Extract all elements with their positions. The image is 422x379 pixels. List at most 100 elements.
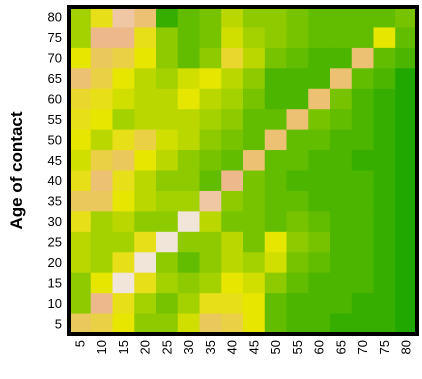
heatmap-cell	[156, 150, 179, 172]
heatmap-cell	[199, 313, 222, 335]
heatmap-cell	[177, 68, 201, 90]
heatmap-cell	[177, 170, 201, 192]
heatmap-cell	[286, 231, 309, 253]
y-axis-ticks: 5 10 15 20 25 30 35 40 45 50 55 60 65 70 75 80	[48, 10, 62, 332]
heatmap-cell	[134, 190, 157, 212]
heatmap-cell	[243, 231, 266, 253]
heatmap-cell	[286, 313, 309, 335]
y-tick-label: 5	[55, 316, 62, 331]
heatmap-cell	[308, 170, 331, 192]
heatmap-cell	[69, 170, 92, 192]
heatmap-cell	[177, 231, 201, 253]
heatmap-cell	[243, 47, 266, 69]
heatmap-cell	[134, 293, 157, 315]
heatmap-cell	[373, 170, 396, 192]
heatmap-cell	[221, 211, 244, 233]
heatmap-cell	[90, 272, 114, 294]
heatmap-cell	[330, 170, 353, 192]
heatmap-cell	[90, 7, 114, 29]
heatmap-cell	[177, 313, 201, 335]
y-tick-label: 60	[48, 91, 62, 106]
heatmap-cell	[395, 68, 418, 90]
heatmap-cell	[330, 150, 353, 172]
heatmap-cell	[373, 252, 396, 274]
heatmap-cell	[308, 68, 331, 90]
y-tick-label: 40	[48, 173, 62, 188]
heatmap-cell	[330, 252, 353, 274]
heatmap-cell	[308, 150, 331, 172]
heatmap-cell	[264, 88, 288, 110]
heatmap-cell	[177, 7, 201, 29]
heatmap-cell	[69, 68, 92, 90]
heatmap-cell	[112, 27, 135, 49]
heatmap-cell	[264, 27, 288, 49]
heatmap-cell	[395, 109, 418, 131]
heatmap-cell	[243, 150, 266, 172]
y-tick-label: 35	[48, 194, 62, 209]
y-tick-label: 75	[48, 30, 62, 45]
y-tick-label: 50	[48, 132, 62, 147]
heatmap-cell	[395, 293, 418, 315]
heatmap-cell	[90, 231, 114, 253]
heatmap-cell	[351, 47, 375, 69]
heatmap-cell	[221, 68, 244, 90]
heatmap-cell	[243, 272, 266, 294]
heatmap-cell	[286, 68, 309, 90]
heatmap-cell	[395, 272, 418, 294]
heatmap-cell	[199, 88, 222, 110]
heatmap-cell	[90, 109, 114, 131]
heatmap-cell	[373, 190, 396, 212]
heatmap-cell	[156, 272, 179, 294]
heatmap-cell	[351, 7, 375, 29]
heatmap-cell	[134, 252, 157, 274]
x-tick-label: 55	[290, 340, 305, 354]
heatmap-cell	[199, 170, 222, 192]
heatmap-cell	[351, 211, 375, 233]
heatmap-cell	[134, 68, 157, 90]
heatmap-cell	[90, 252, 114, 274]
heatmap-cell	[243, 293, 266, 315]
heatmap-cell	[134, 272, 157, 294]
heatmap-cell	[156, 88, 179, 110]
heatmap-cell	[395, 129, 418, 151]
heatmap-cell	[112, 211, 135, 233]
heatmap-cell	[264, 47, 288, 69]
heatmap-cell	[134, 47, 157, 69]
x-tick-label: 25	[159, 340, 174, 354]
heatmap-cell	[221, 150, 244, 172]
y-tick-label: 55	[48, 112, 62, 127]
x-tick-label: 50	[268, 340, 283, 354]
heatmap-cell	[90, 47, 114, 69]
heatmap-cell	[330, 88, 353, 110]
x-tick-label: 60	[312, 340, 327, 354]
heatmap-cell	[286, 272, 309, 294]
heatmap-cell	[395, 313, 418, 335]
heatmap-cell	[199, 68, 222, 90]
heatmap-cell	[177, 129, 201, 151]
heatmap-cell	[69, 109, 92, 131]
heatmap-cell	[351, 27, 375, 49]
heatmap-cell	[330, 27, 353, 49]
heatmap-cell	[286, 190, 309, 212]
heatmap-cell	[69, 313, 92, 335]
heatmap-cell	[308, 7, 331, 29]
heatmap-cell	[112, 68, 135, 90]
heatmap-cell	[177, 27, 201, 49]
heatmap-cell	[395, 252, 418, 274]
heatmap-cell	[221, 47, 244, 69]
heatmap-cell	[264, 190, 288, 212]
heatmap-cell	[69, 129, 92, 151]
heatmap-cell	[351, 231, 375, 253]
heatmap-cell	[351, 150, 375, 172]
heatmap-cell	[286, 252, 309, 274]
heatmap-cell	[90, 129, 114, 151]
heatmap-cell	[112, 109, 135, 131]
heatmap-cell	[286, 211, 309, 233]
heatmap-cell	[90, 27, 114, 49]
heatmap-cell	[373, 272, 396, 294]
heatmap-cell	[199, 252, 222, 274]
heatmap-cell	[156, 190, 179, 212]
heatmap-cell	[351, 293, 375, 315]
heatmap-cell	[395, 47, 418, 69]
